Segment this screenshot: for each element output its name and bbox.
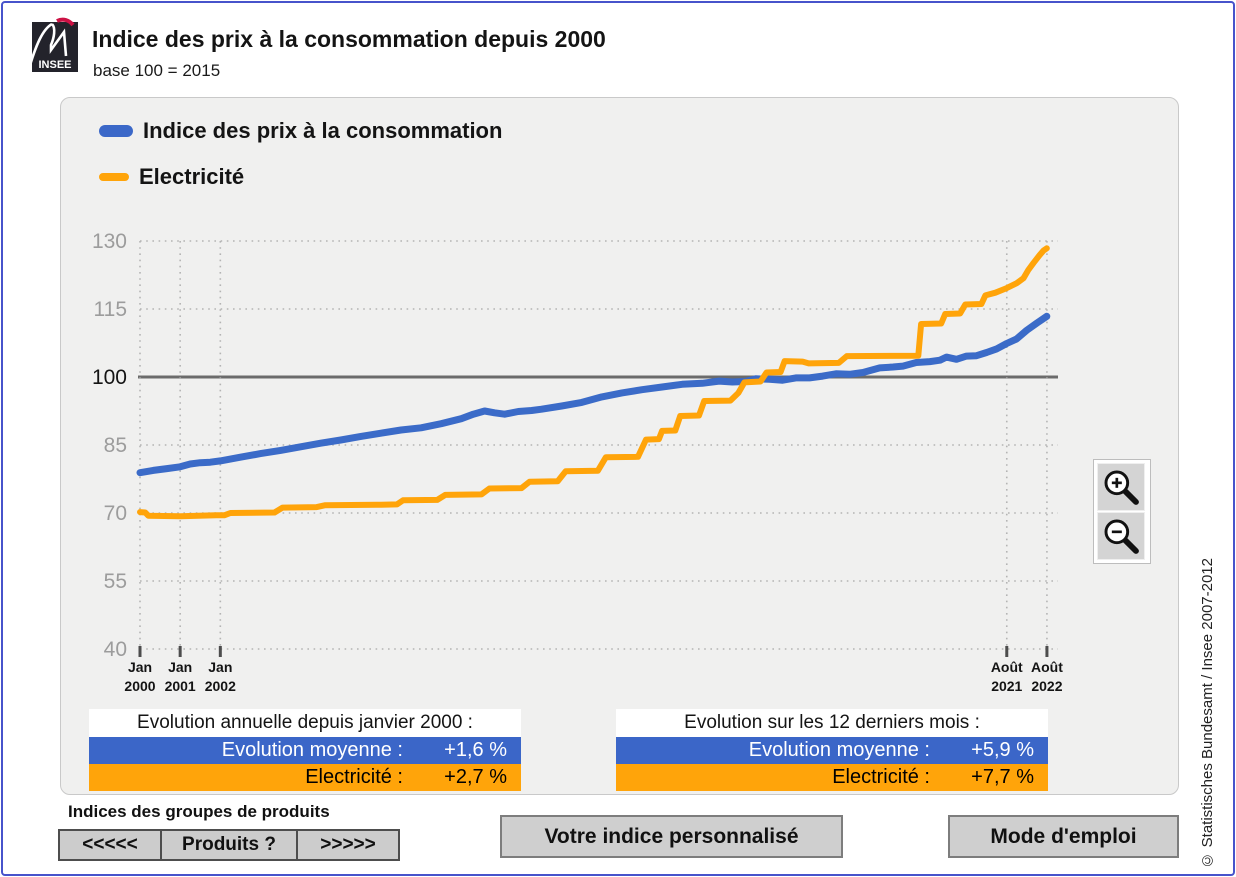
zoom-in-button[interactable] [1097, 463, 1145, 511]
zoom-out-icon [1104, 519, 1139, 554]
x-axis-label-year-2002: 2002 [205, 678, 236, 694]
y-axis-label-40: 40 [104, 638, 127, 661]
electricity-line-swatch [99, 173, 129, 181]
legend-label-cpi: Indice des prix à la consommation [143, 118, 503, 143]
legend-item-cpi: Indice des prix à la consommation [99, 114, 502, 148]
stats-value: +1,6 % [444, 739, 507, 761]
stats-box-since-2000: Evolution annuelle depuis janvier 2000 :… [89, 709, 521, 791]
x-axis-label-month-2021: Août [991, 659, 1023, 675]
stats-row-electricity: Electricité : +7,7 % [616, 764, 1048, 791]
stats-value: +7,7 % [971, 766, 1034, 788]
stats-row-electricity: Electricité : +2,7 % [89, 764, 521, 791]
y-axis-label-130: 130 [92, 230, 127, 253]
legend-label-electricity: Electricité [139, 164, 245, 189]
page-subtitle: base 100 = 2015 [93, 61, 221, 80]
zoom-out-button[interactable] [1097, 512, 1145, 560]
price-index-chart: 40 55 70 85 100 115 130 Jan 2000 Jan 2001 Jan 2002 Ao… [92, 230, 1063, 694]
page-title: Indice des prix à la consommation depuis… [92, 26, 606, 52]
chart-legend: Indice des prix à la consommation Electr… [99, 114, 502, 206]
stats-value: +5,9 % [971, 739, 1034, 761]
electricity-series-line [137, 245, 1050, 520]
y-axis-label-55: 55 [104, 570, 127, 593]
zoom-in-icon [1104, 470, 1139, 505]
stats-row-average: Evolution moyenne : +5,9 % [616, 737, 1048, 764]
x-axis-label-year-2000: 2000 [124, 678, 155, 694]
cpi-series-line [136, 312, 1051, 477]
zoom-controls [1093, 459, 1151, 564]
insee-logo: INSEE [26, 17, 78, 73]
product-group-nav: <<<<< Produits ? >>>>> [58, 829, 400, 861]
chart-panel: 40 55 70 85 100 115 130 Jan 2000 Jan 2001 Jan 2002 Ao… [60, 97, 1179, 795]
help-button[interactable]: Mode d'emploi [948, 815, 1179, 858]
x-axis-label-year-2021: 2021 [991, 678, 1022, 694]
stats-title: Evolution annuelle depuis janvier 2000 : [89, 709, 521, 737]
stats-label: Electricité : [305, 766, 403, 788]
y-axis-label-100: 100 [92, 366, 127, 389]
svg-text:INSEE: INSEE [38, 59, 71, 71]
previous-group-button[interactable]: <<<<< [58, 829, 162, 861]
product-groups-label: Indices des groupes de produits [68, 802, 330, 821]
x-axis-label-month-2000: Jan [128, 659, 152, 675]
cpi-line-swatch [99, 125, 133, 137]
stats-label: Evolution moyenne : [221, 739, 403, 761]
stats-label: Evolution moyenne : [748, 739, 930, 761]
stats-label: Electricité : [832, 766, 930, 788]
x-axis-label-year-2022: 2022 [1031, 678, 1062, 694]
x-axis-label-month-2002: Jan [208, 659, 232, 675]
stats-box-last-12-months: Evolution sur les 12 derniers mois : Evo… [616, 709, 1048, 791]
stats-title: Evolution sur les 12 derniers mois : [616, 709, 1048, 737]
stats-value: +2,7 % [444, 766, 507, 788]
y-axis-label-115: 115 [94, 298, 127, 321]
y-axis-label-85: 85 [104, 434, 127, 457]
copyright-notice: © Statistisches Bundesamt / Insee 2007-2… [1199, 558, 1216, 869]
y-axis-label-70: 70 [104, 502, 127, 525]
next-group-button[interactable]: >>>>> [296, 829, 400, 861]
products-button[interactable]: Produits ? [160, 829, 298, 861]
x-axis-label-year-2001: 2001 [165, 678, 196, 694]
legend-item-electricity: Electricité [99, 160, 502, 194]
stats-row-average: Evolution moyenne : +1,6 % [89, 737, 521, 764]
x-axis-label-month-2001: Jan [168, 659, 192, 675]
custom-index-button[interactable]: Votre indice personnalisé [500, 815, 843, 858]
x-axis-label-month-2022: Août [1031, 659, 1063, 675]
